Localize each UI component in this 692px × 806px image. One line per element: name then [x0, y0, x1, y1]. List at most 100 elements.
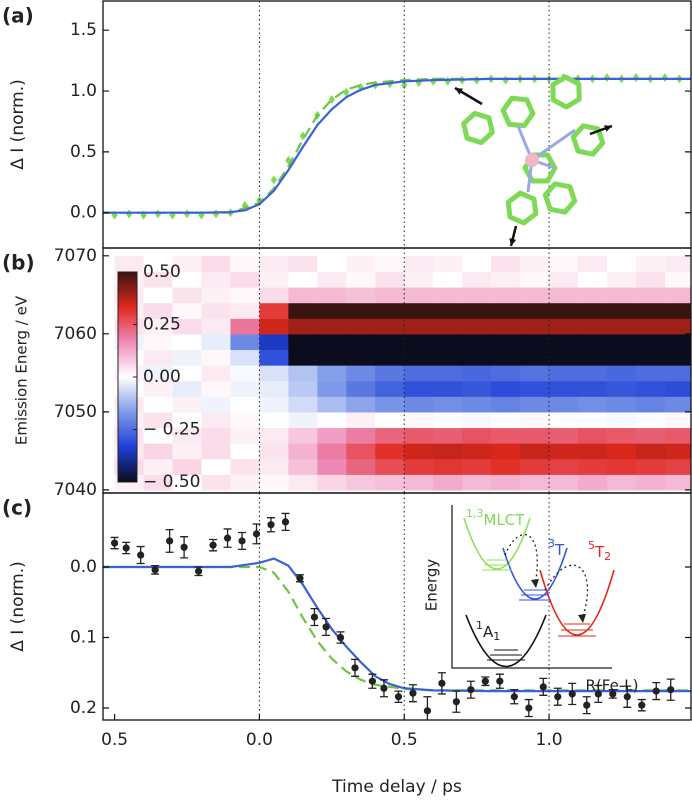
heatmap-cell — [259, 271, 289, 288]
data-point — [667, 686, 675, 694]
heatmap-cell — [578, 365, 608, 382]
data-point — [194, 567, 203, 575]
heatmap-cell — [317, 474, 347, 491]
heatmap-cell — [230, 396, 261, 413]
heatmap-cell — [404, 287, 434, 304]
data-point — [525, 704, 533, 712]
heatmap-cell — [259, 365, 289, 382]
transfer-arrow — [544, 564, 589, 621]
heatmap-cell — [635, 458, 666, 475]
arrow-head — [604, 125, 612, 132]
heatmap-cell — [259, 396, 289, 413]
heatmap-cell — [433, 427, 463, 444]
data-point — [310, 613, 319, 621]
heatmap-cell — [288, 287, 318, 304]
state-text: T — [594, 543, 605, 561]
heatmap-cell — [172, 396, 203, 413]
state-label: 5T2 — [588, 539, 611, 563]
data-point — [603, 73, 611, 83]
inset-y-label: Energy — [423, 559, 441, 612]
heatmap-cell — [143, 333, 174, 351]
heatmap-cell — [172, 411, 203, 429]
heatmap-cell — [259, 255, 289, 273]
heatmap-cell — [230, 365, 261, 382]
heatmap-cell — [288, 365, 318, 382]
heatmap-cell — [346, 411, 376, 429]
heatmap-cell — [578, 255, 608, 273]
heatmap-cell — [664, 458, 691, 475]
heatmap-cell — [346, 255, 376, 273]
heatmap-cell — [201, 365, 232, 382]
y-tick-label: 1.0 — [70, 81, 97, 101]
heatmap-cell — [375, 458, 405, 475]
heatmap-cell — [375, 427, 405, 444]
data-point — [183, 209, 191, 219]
y-tick-label: 7060 — [54, 324, 97, 344]
heatmap-cell — [549, 474, 579, 491]
heatmap-cell — [578, 458, 608, 475]
data-point — [122, 544, 130, 552]
data-point — [554, 693, 562, 701]
t2-curve — [539, 569, 615, 636]
heatmap-cell — [172, 271, 203, 288]
panel-label: (b) — [2, 251, 35, 275]
heatmap-cell — [114, 255, 145, 273]
heatmap-cell — [172, 333, 203, 351]
inset-axes — [451, 505, 612, 669]
heatmap-cell — [635, 255, 666, 273]
heatmap-cell — [259, 349, 289, 366]
data-point — [502, 75, 509, 85]
state-text: T — [554, 541, 565, 559]
heatmap-cell — [346, 318, 376, 335]
heatmap-cell — [491, 349, 521, 366]
heatmap-cell — [259, 380, 289, 397]
fit-line — [103, 565, 691, 692]
heatmap-cell — [462, 349, 492, 366]
heatmap-cell — [607, 365, 637, 382]
heatmap-cell — [549, 396, 579, 413]
heatmap-cell — [607, 287, 637, 304]
state-sup: 5 — [588, 539, 595, 552]
heatmap-cell — [317, 318, 347, 335]
heatmap-cell — [346, 271, 376, 288]
data-point — [125, 209, 133, 219]
data-point — [594, 690, 602, 698]
heatmap-cell — [433, 318, 463, 335]
t-curve — [502, 547, 568, 600]
data-point — [296, 574, 304, 582]
heatmap-cell — [317, 333, 347, 351]
heatmap-cell — [433, 255, 463, 273]
heatmap-cell — [288, 443, 318, 460]
heatmap-cell — [607, 411, 637, 429]
fit-line — [103, 557, 691, 693]
heatmap-cell — [375, 396, 405, 413]
heatmap-cell — [578, 271, 608, 288]
heatmap-cell — [462, 333, 492, 351]
heatmap-cell — [201, 411, 232, 429]
heatmap-cell — [172, 365, 203, 382]
data-point — [270, 175, 278, 185]
heatmap-cell — [230, 271, 261, 288]
heatmap-cell — [635, 333, 666, 351]
y-tick-label: 0.0 — [70, 557, 97, 577]
heatmap-cell — [578, 380, 608, 397]
heatmap-cell — [491, 302, 521, 319]
data-point — [343, 87, 350, 97]
data-point — [137, 551, 145, 559]
heatmap-cell — [346, 474, 376, 491]
state-text: A — [483, 623, 494, 641]
heatmap-cell — [491, 427, 521, 444]
heatmap-cell — [462, 443, 492, 460]
heatmap-cell — [549, 287, 579, 304]
heatmap-cell — [288, 380, 318, 397]
heatmap-cell — [635, 287, 666, 304]
heatmap-cell — [375, 365, 405, 382]
heatmap-cell — [201, 396, 232, 413]
data-point — [438, 679, 446, 687]
heatmap-cell — [520, 380, 550, 397]
heatmap-cell — [317, 380, 347, 397]
heatmap-cell — [578, 318, 608, 335]
data-point — [223, 534, 232, 542]
